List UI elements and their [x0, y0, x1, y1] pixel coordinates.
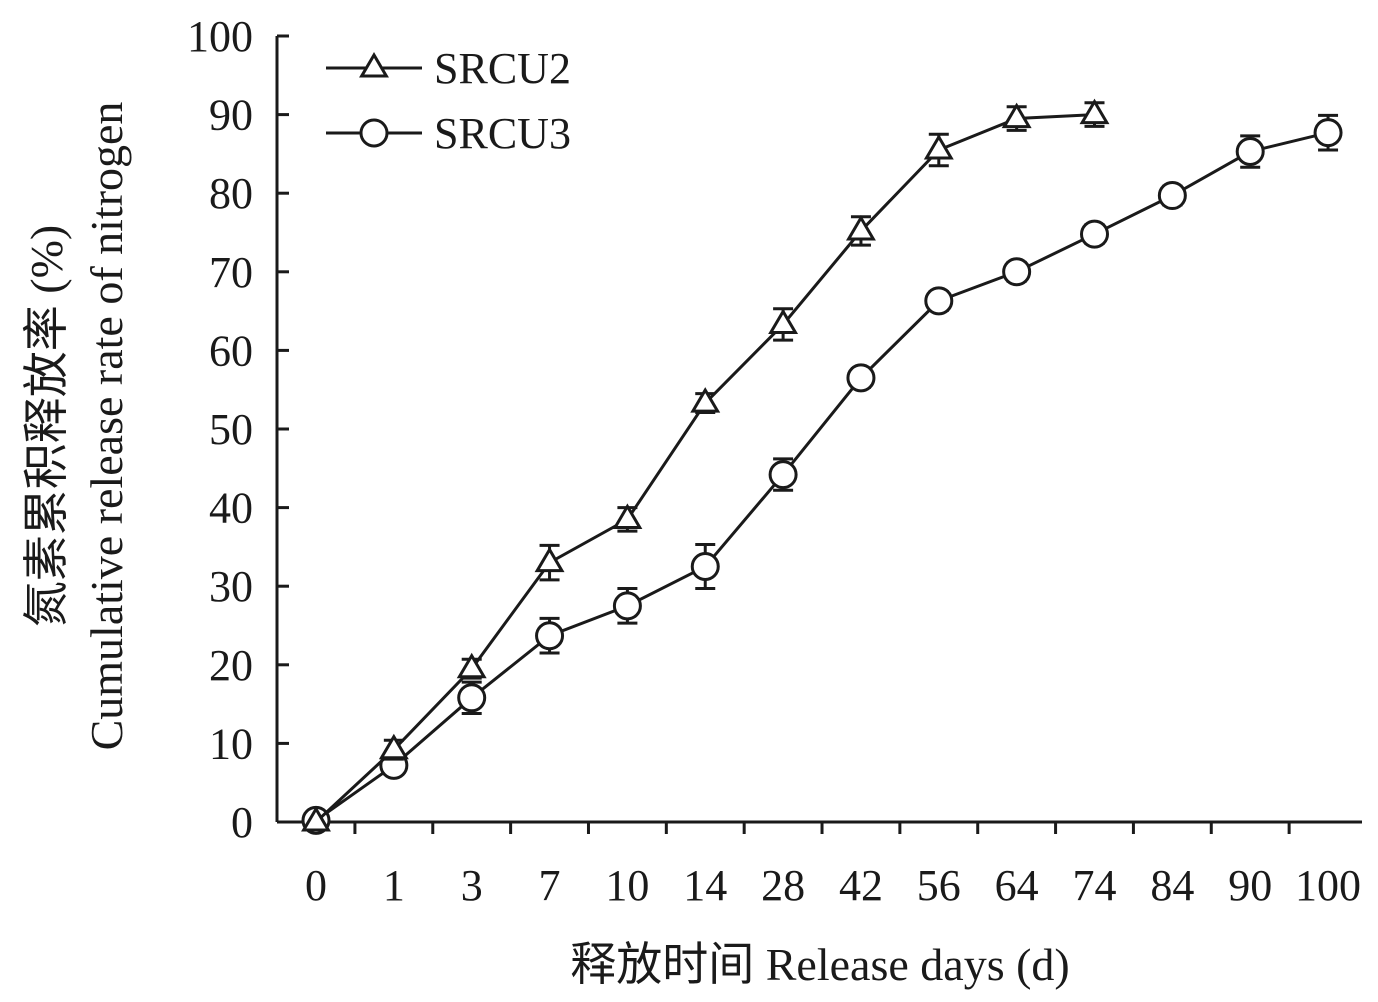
y-tick-label: 10 — [209, 719, 253, 768]
legend-marker — [359, 118, 389, 148]
y-tick-label: 30 — [209, 562, 253, 611]
legend: SRCU2 SRCU3 — [326, 44, 571, 158]
legend-item-srcu2: SRCU2 — [326, 44, 571, 93]
x-tick-label: 7 — [539, 861, 561, 910]
data-point — [1235, 137, 1265, 167]
data-point — [923, 134, 954, 160]
x-ticks: 0 1 3 7 10 14 28 42 56 64 74 84 90 100 — [305, 822, 1361, 910]
x-tick-label: 56 — [917, 861, 961, 910]
chart-axes: 0 10 20 30 40 50 60 70 80 90 100 0 1 3 7 10 14 28 42 56 64 7… — [187, 12, 1362, 910]
y-ticks: 0 10 20 30 40 50 60 70 80 90 100 — [187, 12, 289, 847]
y-tick-label: 90 — [209, 91, 253, 140]
x-tick-label: 64 — [995, 861, 1039, 910]
legend-item-srcu3: SRCU3 — [326, 109, 571, 158]
x-tick-label: 0 — [305, 861, 327, 910]
x-tick-label: 28 — [761, 861, 805, 910]
data-point — [534, 546, 565, 573]
series-layer — [301, 98, 1343, 835]
x-axis-title: 释放时间 Release days (d) — [570, 939, 1070, 990]
legend-label: SRCU3 — [434, 109, 571, 158]
x-tick-label: 90 — [1228, 861, 1272, 910]
data-point — [845, 214, 876, 241]
y-tick-label: 0 — [231, 798, 253, 847]
series-srcu2 — [301, 98, 1110, 832]
data-point — [612, 503, 643, 529]
data-point — [1002, 257, 1032, 287]
data-point — [924, 286, 954, 316]
y-tick-label: 100 — [187, 12, 253, 61]
y-axis-title: 氮素累积释放率 (%) — [21, 225, 72, 627]
data-point — [768, 460, 798, 490]
data-point — [1313, 118, 1343, 148]
x-tick-label: 3 — [461, 861, 483, 910]
y-tick-label: 60 — [209, 326, 253, 375]
data-point — [456, 652, 487, 679]
y-axis-title-en: Cumulative release rate of nitrogen — [81, 102, 132, 751]
data-point — [612, 591, 642, 621]
x-tick-label: 84 — [1150, 861, 1194, 910]
x-tick-label: 100 — [1295, 861, 1361, 910]
y-tick-label: 50 — [209, 405, 253, 454]
data-point — [690, 552, 720, 582]
x-tick-label: 1 — [383, 861, 405, 910]
series-srcu3 — [301, 113, 1343, 835]
data-point — [1080, 219, 1109, 249]
data-point — [457, 683, 487, 713]
data-point — [535, 621, 565, 651]
series-line — [314, 113, 1095, 824]
data-point — [301, 806, 331, 832]
x-tick-label: 42 — [839, 861, 883, 910]
data-point — [1001, 102, 1032, 129]
data-point — [378, 733, 409, 760]
data-point — [1079, 98, 1110, 125]
y-tick-label: 80 — [209, 169, 253, 218]
y-tick-label: 70 — [209, 248, 253, 297]
y-tick-label: 20 — [209, 641, 253, 690]
x-tick-label: 14 — [683, 861, 727, 910]
series-line — [315, 131, 1329, 822]
x-tick-label: 74 — [1073, 861, 1117, 910]
data-point — [846, 363, 876, 393]
data-point — [768, 308, 799, 335]
legend-marker — [359, 52, 389, 78]
data-point — [690, 387, 721, 413]
y-tick-label: 40 — [209, 484, 253, 533]
data-point — [1157, 181, 1187, 211]
x-tick-label: 10 — [605, 861, 649, 910]
legend-label: SRCU2 — [434, 44, 571, 93]
